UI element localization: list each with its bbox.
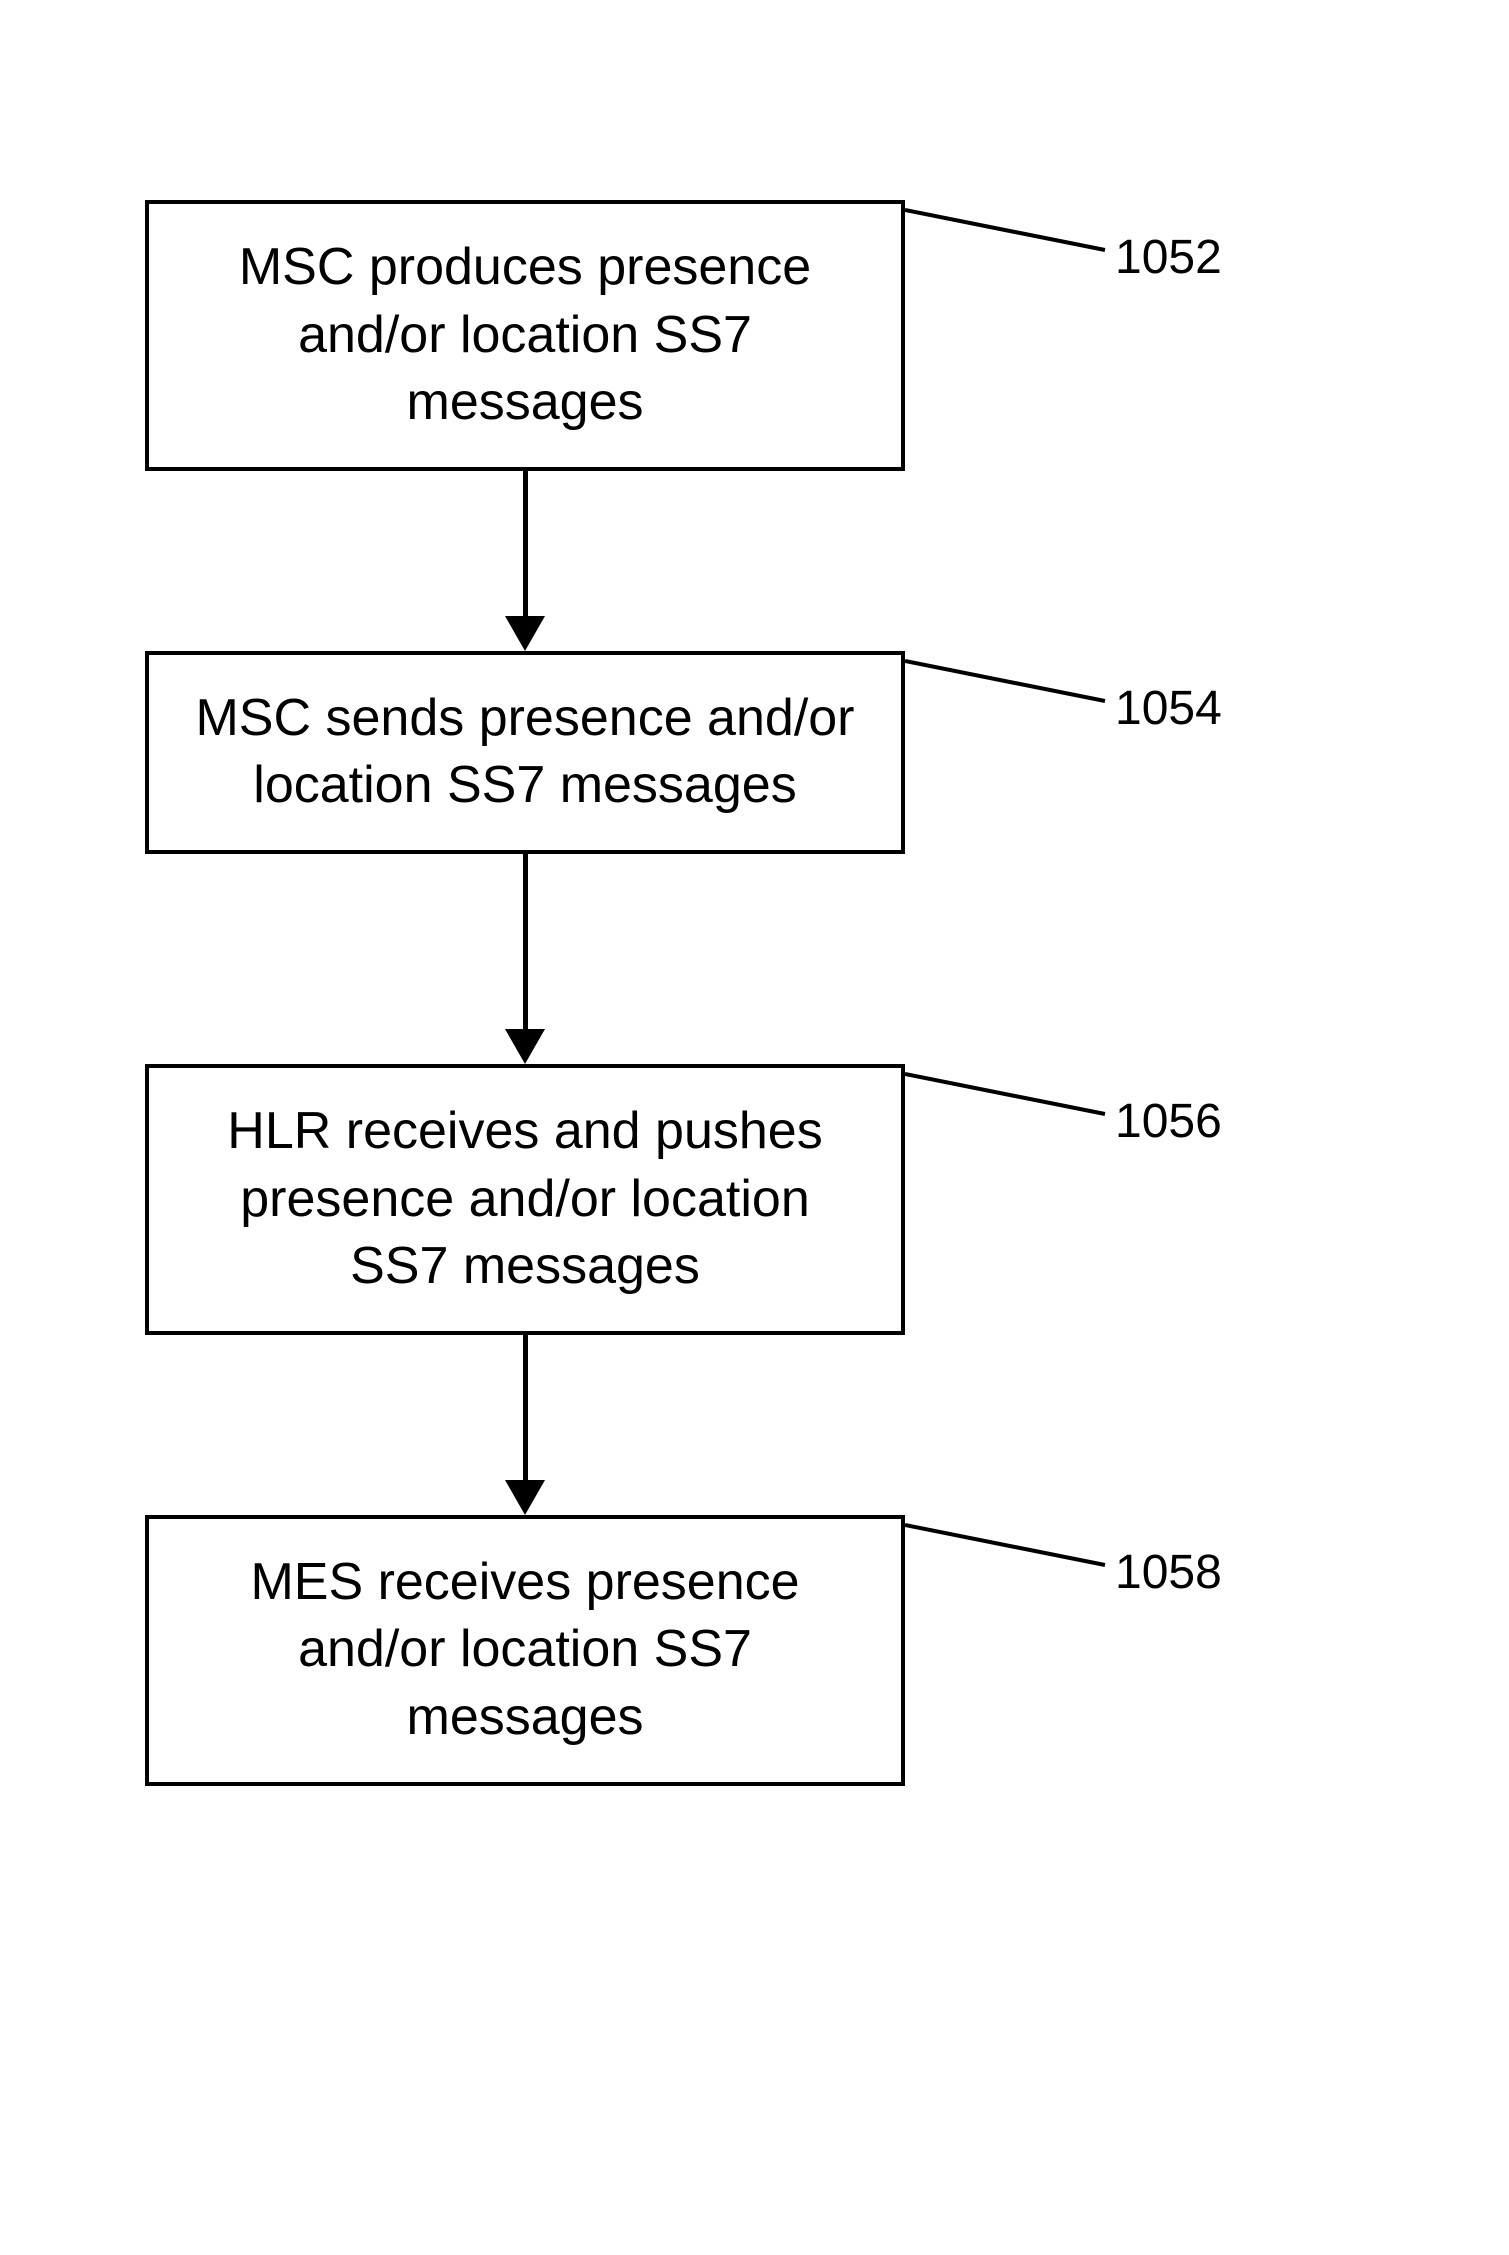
- flow-step-4-label: 1058: [1115, 1545, 1222, 1600]
- flow-step-3-box: HLR receives and pushes presence and/or …: [145, 1064, 905, 1335]
- arrow-3-head: [505, 1480, 545, 1515]
- flow-step-4-box: MES receives presence and/or location SS…: [145, 1515, 905, 1786]
- flow-step-1-label: 1052: [1115, 230, 1222, 285]
- arrow-3: [145, 1335, 905, 1515]
- arrow-2-head: [505, 1029, 545, 1064]
- arrow-1-line: [523, 471, 528, 626]
- arrow-2-line: [523, 854, 528, 1039]
- flow-step-2-box: MSC sends presence and/or location SS7 m…: [145, 651, 905, 854]
- flow-step-3-text: HLR receives and pushes presence and/or …: [189, 1098, 861, 1301]
- flowchart-container: MSC produces presence and/or location SS…: [145, 200, 905, 1786]
- flow-step-1-text: MSC produces presence and/or location SS…: [189, 234, 861, 437]
- arrow-2: [145, 854, 905, 1064]
- arrow-1-head: [505, 616, 545, 651]
- flow-step-3-label: 1056: [1115, 1094, 1222, 1149]
- arrow-3-line: [523, 1335, 528, 1490]
- arrow-1: [145, 471, 905, 651]
- flow-step-2-label: 1054: [1115, 681, 1222, 736]
- flow-step-4-text: MES receives presence and/or location SS…: [189, 1549, 861, 1752]
- flow-step-2-text: MSC sends presence and/or location SS7 m…: [189, 685, 861, 820]
- flow-step-1-box: MSC produces presence and/or location SS…: [145, 200, 905, 471]
